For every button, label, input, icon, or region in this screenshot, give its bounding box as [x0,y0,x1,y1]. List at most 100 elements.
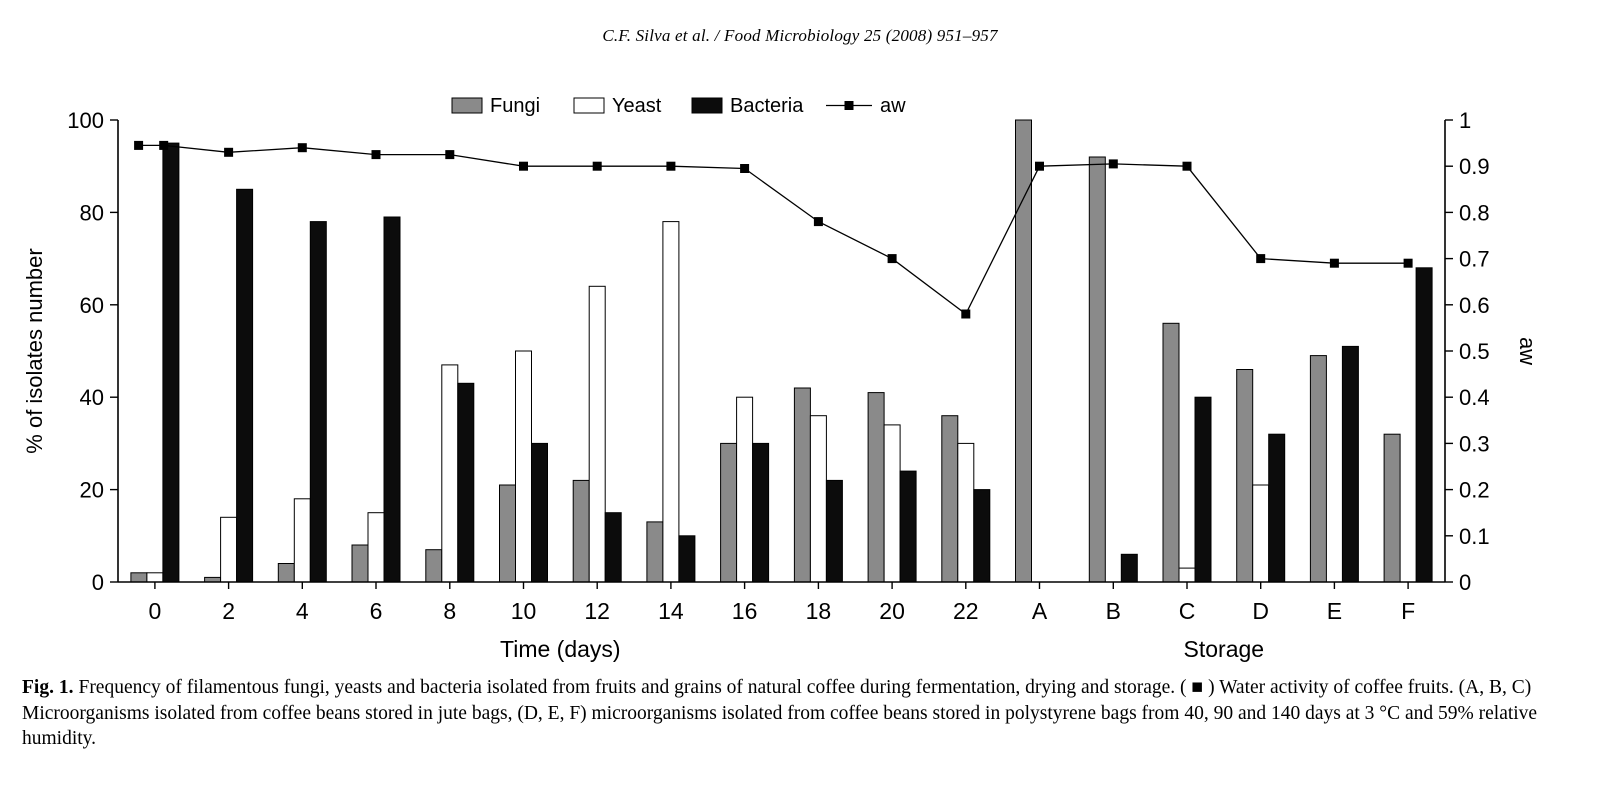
y-axis-left-title: % of isolates number [22,248,47,453]
bar-fungi-D [1236,369,1254,583]
bar-bacteria-18 [825,479,843,583]
aw-marker [666,161,676,171]
aw-line [134,140,1413,319]
y-left-tick-label: 40 [80,385,104,410]
bar-yeast-6 [367,512,385,583]
aw-marker [813,217,823,227]
bar-yeast-C [1178,567,1196,583]
bar-yeast-8 [441,364,459,583]
aw-marker [740,164,750,173]
x-axis-title-storage: Storage [1184,636,1265,662]
bar-fungi-4 [277,563,295,583]
x-tick-label: 12 [584,598,610,624]
x-tick-label: B [1106,598,1121,624]
bar-fungi-10 [499,484,516,583]
y-left-tick-label: 20 [80,478,104,503]
legend-swatch-fungi [451,97,483,114]
y-right-tick-label: 0.9 [1459,154,1490,179]
bar-bacteria-20 [899,470,917,583]
y-left-tick-label: 80 [80,200,104,225]
bar-fungi-B [1088,156,1106,583]
y-left-tick-label: 0 [92,570,104,595]
legend-marker-aw [844,101,854,110]
bar-fungi-18 [793,387,811,583]
aw-marker [519,161,528,171]
y-left-tick-label: 60 [80,293,104,318]
aw-marker [1256,254,1266,264]
bar-bacteria-F [1415,267,1433,583]
y-right-tick-label: 1 [1459,108,1471,133]
bar-yeast-16 [736,396,754,583]
bar-bacteria-10 [531,442,548,583]
bar-bacteria-2 [236,188,254,583]
y-right-tick-label: 0.2 [1459,478,1490,503]
x-tick-label: 14 [658,598,684,624]
aw-marker [1108,159,1118,169]
paper-figure-page: C.F. Silva et al. / Food Microbiology 25… [22,26,1540,750]
x-tick-label: 16 [732,598,758,624]
x-tick-label: F [1401,598,1415,624]
running-head: C.F. Silva et al. / Food Microbiology 25… [602,26,998,45]
y-right-tick-label: 0.8 [1459,200,1490,225]
bar-bacteria-12 [604,512,622,583]
bar-bacteria-4 [309,221,327,583]
bar-yeast-4 [293,498,311,583]
legend-label-bacteria: Bacteria [730,95,804,117]
bar-yeast-0 [146,572,164,583]
bar-fungi-C [1162,322,1180,583]
bar-bacteria-14 [678,535,696,583]
x-tick-label: 8 [443,598,456,624]
x-tick-label: 18 [806,598,832,624]
bar-fungi-6 [351,544,369,583]
y-axis-left: 0 20 40 60 80 100 % of isolates number [22,108,118,595]
bar-yeast-22 [957,442,975,583]
legend-label-yeast: Yeast [612,95,662,117]
y-right-tick-label: 0.6 [1459,293,1490,318]
bar-yeast-10 [515,350,532,583]
bar-fungi-16 [720,442,738,583]
aw-marker [297,143,307,153]
bar-bacteria-B [1120,553,1138,583]
bar-yeast-12 [588,285,606,583]
x-tick-label: 10 [511,598,537,624]
aw-marker [961,309,971,319]
x-tick-label: 2 [222,598,235,624]
legend-swatch-bacteria [691,97,723,114]
bar-fungi-20 [867,392,885,583]
bar-yeast-D [1252,484,1270,583]
figure-caption-text: Frequency of filamentous fungi, yeasts a… [22,677,1538,750]
aw-marker [445,150,455,160]
aw-marker [159,140,169,150]
y-right-tick-label: 0.4 [1459,385,1490,410]
bar-fungi-12 [572,479,590,583]
legend-swatch-yeast [573,97,605,114]
aw-marker [1329,258,1339,268]
bar-fungi-22 [941,415,959,583]
y-right-tick-label: 0.3 [1459,431,1490,456]
bar-fungi-14 [646,521,664,583]
bars-fungi [130,119,1401,583]
aw-marker [134,140,144,150]
bar-bacteria-D [1268,433,1286,583]
x-tick-label: 4 [296,598,309,624]
legend: Fungi Yeast Bacteria aw [451,95,906,117]
x-axis-title-time: Time (days) [500,636,621,662]
aw-marker [1403,258,1413,268]
y-right-tick-label: 0.1 [1459,524,1490,549]
bar-bacteria-E [1341,345,1359,583]
bar-yeast-14 [662,221,680,583]
aw-marker [887,254,897,264]
aw-marker [224,147,234,157]
aw-marker [1035,161,1044,171]
aw-marker [592,161,602,171]
bar-yeast-20 [883,424,901,583]
bar-fungi-0 [130,572,148,583]
y-right-tick-label: 0.7 [1459,247,1490,272]
aw-marker [371,150,381,160]
x-tick-label: D [1252,598,1269,624]
y-axis-right-title: aw [1515,337,1540,365]
y-right-tick-label: 0.5 [1459,339,1490,364]
legend-label-fungi: Fungi [490,95,540,117]
bar-bacteria-16 [752,442,770,583]
